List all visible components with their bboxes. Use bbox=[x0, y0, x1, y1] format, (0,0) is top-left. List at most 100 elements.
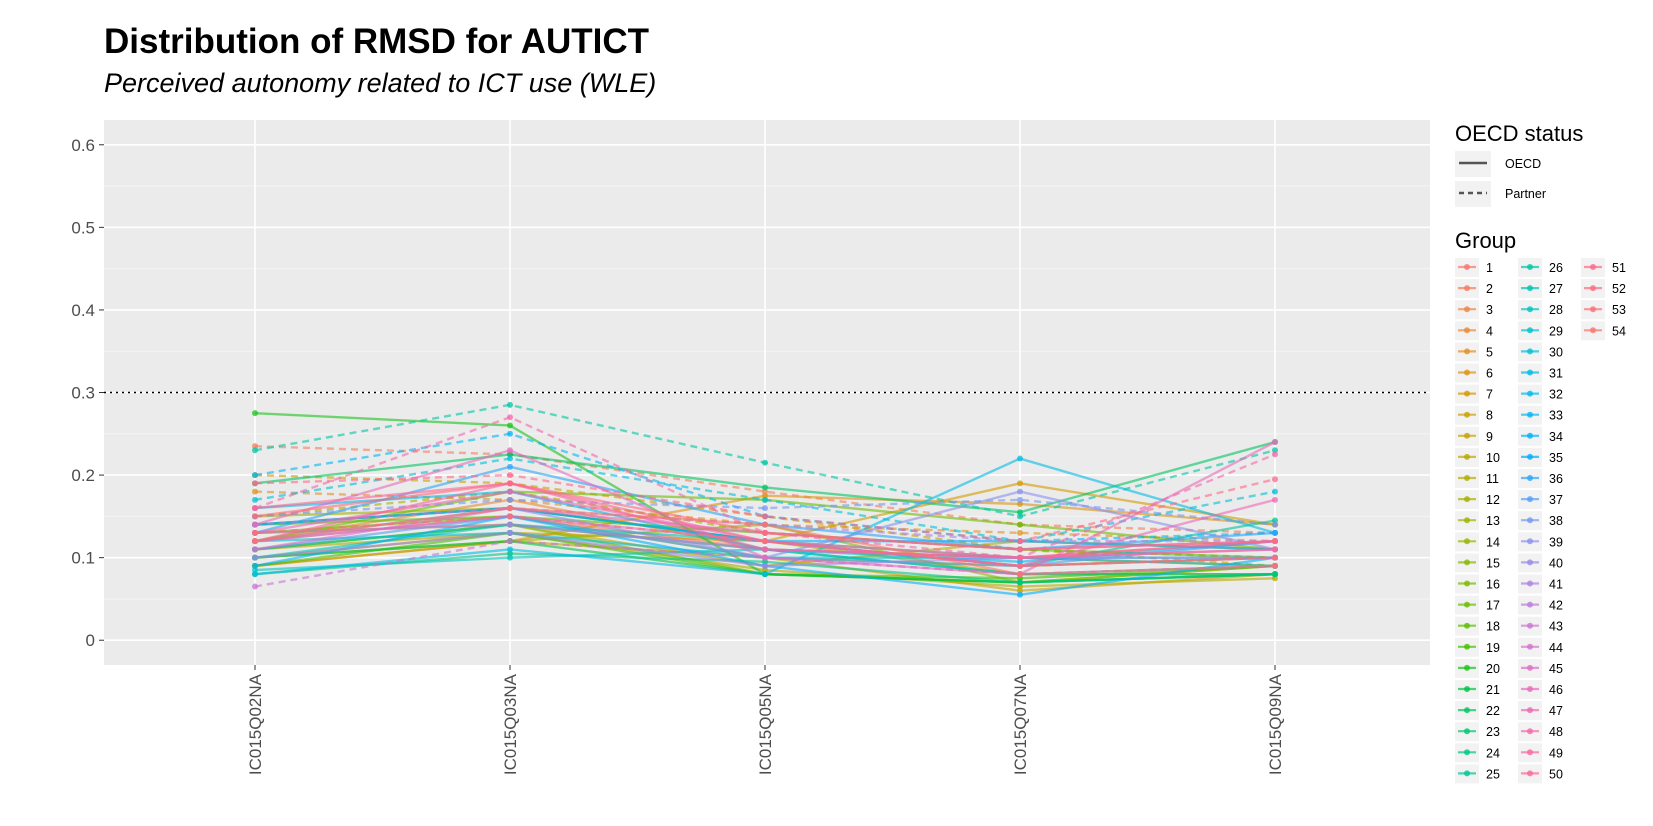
legend-label-group: 30 bbox=[1549, 345, 1563, 359]
y-tick-label: 0 bbox=[86, 631, 95, 650]
data-point bbox=[762, 484, 768, 491]
data-point bbox=[1272, 546, 1278, 553]
data-point bbox=[762, 554, 768, 561]
legend-key-point bbox=[1527, 432, 1533, 439]
legend-label-group: 7 bbox=[1486, 388, 1493, 402]
legend-key-point bbox=[1527, 770, 1533, 777]
data-point bbox=[252, 529, 258, 536]
legend-key-point bbox=[1527, 411, 1533, 418]
legend-label-group: 2 bbox=[1486, 282, 1493, 296]
y-tick-label: 0.4 bbox=[71, 301, 95, 320]
data-point bbox=[1017, 509, 1023, 516]
legend-key-point bbox=[1527, 643, 1533, 650]
x-tick-label: IC015Q07NA bbox=[1011, 673, 1030, 775]
legend-key-point bbox=[1464, 496, 1470, 503]
legend-label-group: 51 bbox=[1612, 261, 1626, 275]
data-point bbox=[252, 567, 258, 574]
data-point bbox=[1017, 521, 1023, 528]
data-point bbox=[507, 447, 513, 454]
data-point bbox=[1272, 488, 1278, 495]
legend-label-group: 10 bbox=[1486, 451, 1500, 465]
legend-label-group: 4 bbox=[1486, 324, 1493, 338]
data-point bbox=[1017, 480, 1023, 487]
legend-key-point bbox=[1527, 517, 1533, 524]
data-point bbox=[1017, 513, 1023, 520]
data-point bbox=[762, 488, 768, 495]
data-point bbox=[252, 505, 258, 512]
data-point bbox=[1272, 554, 1278, 561]
data-point bbox=[762, 562, 768, 569]
legend-key-point bbox=[1527, 453, 1533, 460]
data-point bbox=[252, 410, 258, 417]
legend-key-point bbox=[1464, 749, 1470, 756]
data-point bbox=[762, 505, 768, 512]
legend-key-point bbox=[1527, 475, 1533, 481]
legend-key-point bbox=[1464, 285, 1470, 292]
chart-title: Distribution of RMSD for AUTICT bbox=[104, 22, 650, 61]
legend-label-group: 26 bbox=[1549, 261, 1563, 275]
data-point bbox=[507, 529, 513, 536]
legend-label-group: 19 bbox=[1486, 641, 1500, 655]
legend-key-point bbox=[1590, 306, 1596, 313]
data-point bbox=[507, 414, 513, 421]
data-point bbox=[762, 538, 768, 545]
legend-key-point bbox=[1590, 264, 1596, 270]
data-point bbox=[507, 513, 513, 520]
data-point bbox=[252, 538, 258, 545]
data-point bbox=[1017, 558, 1023, 565]
legend-key-point bbox=[1464, 538, 1470, 545]
legend-key-point bbox=[1590, 285, 1596, 292]
legend-key-point bbox=[1464, 390, 1470, 397]
legend-label-group: 24 bbox=[1486, 746, 1500, 760]
legend-key-point bbox=[1464, 369, 1470, 376]
data-point bbox=[1272, 562, 1278, 569]
legend-key-point bbox=[1464, 601, 1470, 608]
legend-label-group: 48 bbox=[1549, 725, 1563, 739]
legend-label-group: 35 bbox=[1549, 451, 1563, 465]
legend-key-point bbox=[1527, 728, 1533, 735]
legend-label-group: 28 bbox=[1549, 303, 1563, 317]
data-point bbox=[1017, 455, 1023, 462]
legend-key-point bbox=[1527, 686, 1533, 692]
legend-key-point bbox=[1464, 559, 1470, 566]
legend-label-group: 52 bbox=[1612, 282, 1626, 296]
legend-key-point bbox=[1464, 664, 1470, 671]
data-point bbox=[252, 546, 258, 553]
y-tick-label: 0.3 bbox=[71, 384, 95, 403]
data-point bbox=[507, 496, 513, 503]
legend-label-group: 43 bbox=[1549, 620, 1563, 634]
legend-label-group: 17 bbox=[1486, 599, 1500, 613]
data-point bbox=[1017, 488, 1023, 495]
data-point bbox=[1272, 476, 1278, 483]
legend-label-group: 22 bbox=[1486, 704, 1500, 718]
legend-key-point bbox=[1527, 538, 1533, 545]
legend-key-point bbox=[1527, 707, 1533, 714]
data-point bbox=[507, 538, 513, 545]
legend-key-point bbox=[1527, 496, 1533, 503]
legend-key-point bbox=[1527, 264, 1533, 270]
legend-key-point bbox=[1527, 285, 1533, 292]
legend-key-point bbox=[1464, 432, 1470, 439]
legend-label-oecd: OECD bbox=[1505, 157, 1541, 171]
data-point bbox=[1272, 496, 1278, 503]
legend-label-partner: Partner bbox=[1505, 187, 1546, 201]
legend-key-point bbox=[1464, 643, 1470, 650]
data-point bbox=[1272, 521, 1278, 528]
data-point bbox=[1017, 554, 1023, 561]
legend-key-point bbox=[1527, 306, 1533, 313]
data-point bbox=[1017, 571, 1023, 578]
legend-key-point bbox=[1464, 327, 1470, 334]
data-point bbox=[1272, 529, 1278, 536]
data-point bbox=[507, 488, 513, 495]
legend-key-point bbox=[1527, 390, 1533, 397]
data-point bbox=[507, 463, 513, 470]
data-point bbox=[507, 451, 513, 458]
legend-key-point bbox=[1464, 264, 1470, 270]
data-point bbox=[507, 505, 513, 512]
data-point bbox=[507, 554, 513, 561]
legend-label-group: 29 bbox=[1549, 324, 1563, 338]
series-line-41 bbox=[254, 506, 1275, 543]
data-point bbox=[1017, 583, 1023, 590]
data-point bbox=[1017, 591, 1023, 598]
